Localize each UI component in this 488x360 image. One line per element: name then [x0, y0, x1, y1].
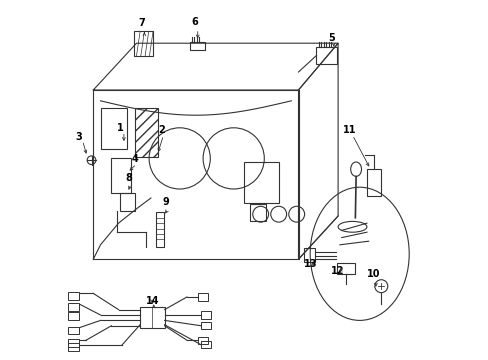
- Bar: [140, 307, 164, 328]
- Bar: [366, 169, 380, 196]
- Bar: [337, 263, 354, 274]
- Bar: [197, 293, 207, 301]
- Bar: [201, 341, 211, 348]
- Bar: [68, 312, 79, 320]
- Text: 8: 8: [125, 173, 132, 183]
- Bar: [68, 303, 79, 311]
- Bar: [134, 108, 158, 157]
- Bar: [133, 31, 153, 56]
- Text: 11: 11: [342, 125, 356, 135]
- Bar: [316, 47, 337, 64]
- Bar: [68, 343, 79, 351]
- Bar: [189, 42, 204, 50]
- Text: 14: 14: [145, 296, 159, 306]
- Text: 2: 2: [158, 125, 165, 135]
- Text: 13: 13: [304, 258, 317, 269]
- Text: 6: 6: [191, 17, 198, 27]
- Text: 5: 5: [327, 33, 334, 43]
- Bar: [68, 327, 79, 334]
- Bar: [249, 204, 265, 221]
- Bar: [101, 108, 127, 149]
- Bar: [201, 311, 211, 319]
- Text: 4: 4: [131, 154, 138, 164]
- Text: 9: 9: [163, 197, 169, 207]
- Bar: [68, 339, 79, 347]
- Text: 12: 12: [331, 266, 344, 276]
- Bar: [303, 248, 314, 262]
- Bar: [201, 322, 211, 329]
- Text: 3: 3: [75, 132, 82, 142]
- Bar: [244, 162, 278, 203]
- Text: 10: 10: [366, 269, 380, 279]
- Bar: [120, 193, 134, 211]
- Bar: [156, 212, 164, 247]
- Bar: [68, 292, 79, 300]
- Bar: [111, 158, 131, 193]
- Bar: [197, 337, 207, 344]
- Text: 1: 1: [117, 123, 123, 133]
- Text: 7: 7: [138, 18, 145, 28]
